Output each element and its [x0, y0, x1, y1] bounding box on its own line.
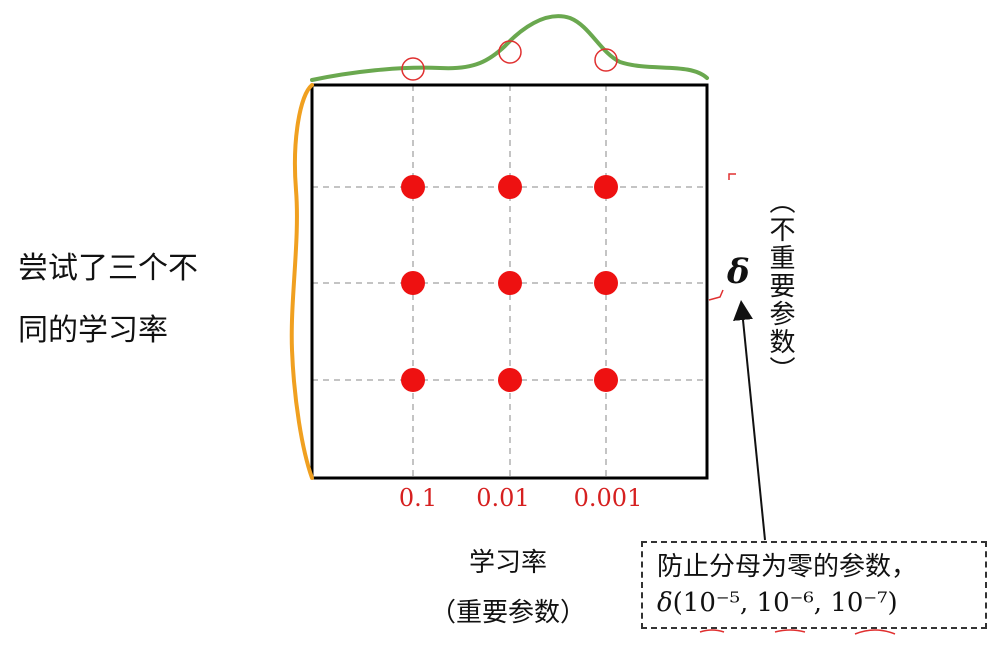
top-distribution-curve [310, 14, 709, 82]
note-box: 防止分母为零的参数， δ(10⁻⁵, 10⁻⁶, 10⁻⁷) [641, 541, 987, 629]
curve-sample-marker [594, 48, 618, 72]
x-axis-subtitle: （重要参数） [429, 598, 587, 628]
note-box-line-2: δ(10⁻⁵, 10⁻⁶, 10⁻⁷) [657, 585, 971, 621]
underline-mark [854, 629, 896, 635]
underline-mark [774, 629, 806, 633]
left-note-line-1: 尝试了三个不 [18, 251, 198, 286]
grid-point [401, 368, 425, 392]
annotation-mark [728, 173, 736, 180]
curve-sample-marker [401, 57, 425, 81]
note-box-line-1: 防止分母为零的参数， [657, 552, 918, 582]
note-box-delta: δ [657, 588, 673, 618]
grid-point [498, 368, 522, 392]
grid-point [594, 368, 618, 392]
note-box-values: (10⁻⁵, 10⁻⁶, 10⁻⁷) [672, 588, 898, 618]
annotation-mark [708, 289, 724, 301]
underline-mark [699, 629, 725, 633]
x-tick-label: 0.01 [476, 484, 530, 512]
plot-frame [310, 83, 709, 480]
grid-points [401, 175, 618, 392]
y-axis-symbol: δ [727, 252, 750, 292]
curve-sample-marker [498, 40, 522, 64]
grid-point [498, 175, 522, 199]
left-note-line-2: 同的学习率 [18, 313, 168, 348]
grid-point [594, 175, 618, 199]
grid-point [498, 271, 522, 295]
y-axis-note: （不重要参数） [765, 188, 795, 384]
grid-point [401, 271, 425, 295]
pointer-arrow [733, 300, 766, 541]
grid-point [594, 271, 618, 295]
curve-sample-markers [401, 40, 618, 81]
grid-point [401, 175, 425, 199]
left-distribution-curve [289, 83, 314, 480]
x-tick-label: 0.001 [573, 484, 643, 512]
x-tick-label: 0.1 [398, 484, 438, 512]
x-axis-title: 学习率 [468, 548, 548, 578]
